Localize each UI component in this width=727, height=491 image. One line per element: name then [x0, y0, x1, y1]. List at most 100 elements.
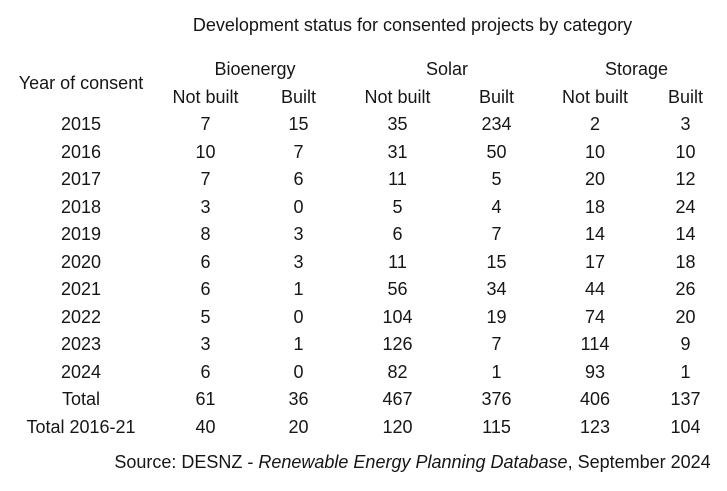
value-cell: 10 [675, 141, 696, 162]
group-header-storage: Storage [604, 58, 669, 79]
value-cell: 0 [293, 196, 304, 217]
value-cell: 14 [584, 224, 606, 245]
table-row-2020: 2020 6 3 11 15 17 18 [0, 249, 727, 277]
value-cell: 1 [293, 279, 304, 300]
value-cell: 5 [491, 169, 502, 190]
value-cell: 20 [584, 169, 606, 190]
value-cell: 11 [388, 169, 407, 190]
table-row-2015: 2015 7 15 35 234 2 3 [0, 111, 727, 139]
value-cell: 3 [200, 334, 211, 355]
value-cell: 8 [200, 224, 211, 245]
year-cell: 2020 [60, 251, 102, 272]
value-cell: 35 [387, 114, 408, 135]
value-cell: 18 [675, 251, 696, 272]
value-cell: 24 [675, 196, 696, 217]
value-cell: 50 [486, 141, 507, 162]
value-cell: 234 [481, 114, 512, 135]
table-row-2023: 2023 3 1 126 7 114 9 [0, 331, 727, 359]
column-header-solar-not-built: Not built [364, 86, 431, 107]
value-cell: 114 [580, 334, 610, 355]
year-cell: 2017 [60, 169, 102, 190]
value-cell: 5 [200, 306, 211, 327]
value-cell: 31 [387, 141, 408, 162]
value-cell: 40 [195, 416, 216, 437]
sub-header-row: Not built Built Not built Built Not buil… [0, 83, 727, 111]
value-cell: 2 [589, 114, 600, 135]
value-cell: 19 [486, 306, 507, 327]
group-header-row: Year of consent Bioenergy Solar Storage [0, 55, 727, 93]
value-cell: 56 [387, 279, 408, 300]
value-cell: 7 [293, 141, 304, 162]
year-cell: 2015 [60, 114, 102, 135]
value-cell: 10 [195, 141, 216, 162]
value-cell: 126 [382, 334, 413, 355]
source-note-database-name: Renewable Energy Planning Database [258, 452, 568, 472]
value-cell: 0 [293, 306, 304, 327]
value-cell: 1 [491, 361, 502, 382]
table-row-total-2016-21: Total 2016-21 40 20 120 115 123 104 [0, 414, 727, 442]
year-cell: 2018 [60, 196, 102, 217]
development-status-table: Year of consent Bioenergy Solar Storage … [0, 55, 727, 441]
value-cell: 93 [584, 361, 606, 382]
value-cell: 44 [584, 279, 606, 300]
column-header-storage-built: Built [668, 86, 704, 107]
value-cell: 0 [293, 361, 304, 382]
table-row-2018: 2018 3 0 5 4 18 24 [0, 194, 727, 222]
value-cell: 7 [200, 114, 211, 135]
column-header-storage-not-built: Not built [561, 86, 629, 107]
table-row-2024: 2024 6 0 82 1 93 1 [0, 359, 727, 387]
value-cell: 6 [200, 361, 211, 382]
value-cell: 6 [392, 224, 403, 245]
table-row-2016: 2016 10 7 31 50 10 10 [0, 139, 727, 167]
table-row-2021: 2021 6 1 56 34 44 26 [0, 276, 727, 304]
value-cell: 15 [486, 251, 507, 272]
value-cell: 11 [388, 251, 407, 272]
value-cell: 123 [579, 416, 611, 437]
group-header-bioenergy: Bioenergy [214, 58, 296, 79]
column-header-bioenergy-not-built: Not built [172, 86, 239, 107]
table-body: 2015 7 15 35 234 2 3 2016 10 7 31 50 10 … [0, 111, 727, 441]
value-cell: 467 [382, 389, 413, 410]
value-cell: 15 [288, 114, 309, 135]
value-cell: 6 [200, 279, 211, 300]
value-cell: 36 [288, 389, 309, 410]
value-cell: 4 [491, 196, 502, 217]
value-cell: 3 [200, 196, 211, 217]
row-header-year-of-consent: Year of consent [18, 72, 144, 93]
table-row-total: Total 61 36 467 376 406 137 [0, 386, 727, 414]
value-cell: 12 [675, 169, 696, 190]
value-cell: 1 [293, 334, 304, 355]
value-cell: 7 [491, 224, 502, 245]
source-note-prefix: Source: DESNZ - [114, 452, 259, 472]
table-header: Year of consent Bioenergy Solar Storage … [0, 55, 727, 111]
value-cell: 104 [382, 306, 413, 327]
value-cell: 3 [680, 114, 691, 135]
value-cell: 18 [584, 196, 606, 217]
value-cell: 20 [675, 306, 696, 327]
value-cell: 406 [579, 389, 611, 410]
value-cell: 9 [680, 334, 691, 355]
column-header-bioenergy-built: Built [280, 86, 316, 107]
source-note: Source: DESNZ - Renewable Energy Plannin… [0, 451, 727, 473]
year-cell: 2022 [60, 306, 102, 327]
value-cell: 5 [392, 196, 403, 217]
value-cell: 7 [200, 169, 211, 190]
value-cell: 34 [486, 279, 507, 300]
table-row-2017: 2017 7 6 11 5 20 12 [0, 166, 727, 194]
year-cell: 2024 [60, 361, 102, 382]
value-cell: 104 [670, 416, 701, 437]
value-cell: 3 [293, 251, 304, 272]
table-row-2019: 2019 8 3 6 7 14 14 [0, 221, 727, 249]
value-cell: 74 [584, 306, 606, 327]
total-2016-21-label-cell: Total 2016-21 [26, 416, 136, 437]
year-cell: 2023 [60, 334, 102, 355]
group-header-solar: Solar [425, 58, 469, 79]
total-label-cell: Total [61, 389, 101, 410]
value-cell: 17 [584, 251, 606, 272]
value-cell: 6 [200, 251, 211, 272]
value-cell: 120 [382, 416, 413, 437]
source-note-suffix: , September 2024 [567, 452, 711, 472]
value-cell: 10 [584, 141, 606, 162]
value-cell: 82 [387, 361, 408, 382]
value-cell: 3 [293, 224, 304, 245]
